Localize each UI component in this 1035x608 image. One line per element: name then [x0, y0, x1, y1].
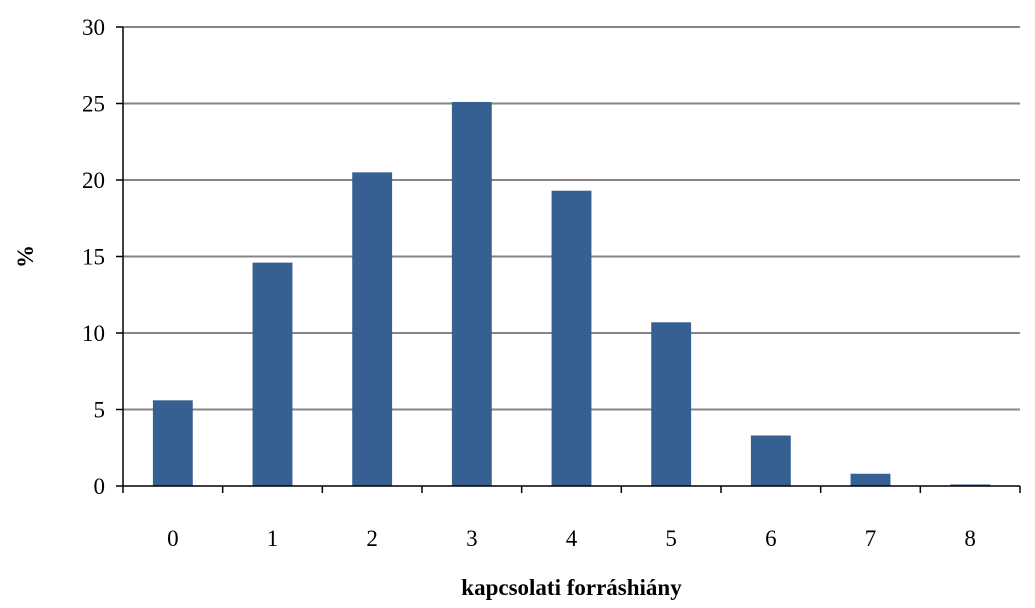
x-tick-label: 3 — [466, 526, 478, 551]
bars — [152, 101, 991, 486]
x-tick-label: 7 — [865, 526, 877, 551]
x-axis-title: kapcsolati forráshiány — [461, 575, 682, 600]
x-tick-label: 6 — [765, 526, 777, 551]
y-tick-label: 25 — [82, 92, 105, 117]
x-tick-label: 8 — [964, 526, 976, 551]
y-tick-labels: 0 5 10 15 20 25 30 — [82, 15, 105, 499]
y-tick-label: 20 — [82, 168, 105, 193]
y-axis-title: % — [13, 245, 38, 268]
x-tick-label: 4 — [566, 526, 578, 551]
bar — [651, 322, 692, 486]
bar — [352, 172, 393, 486]
bar — [252, 262, 293, 486]
x-tick-label: 0 — [167, 526, 179, 551]
x-tick-labels: 0 1 2 3 4 5 6 7 8 — [167, 526, 976, 551]
y-tick-label: 5 — [94, 398, 106, 423]
bar — [551, 190, 592, 486]
bar — [750, 435, 791, 486]
y-tick-label: 30 — [82, 15, 105, 40]
axes — [116, 26, 1021, 493]
bar — [950, 484, 991, 486]
bar — [451, 101, 492, 486]
x-tick-label: 1 — [267, 526, 279, 551]
x-tick-label: 5 — [665, 526, 677, 551]
bar — [850, 473, 891, 486]
y-tick-label: 0 — [94, 474, 106, 499]
bar — [152, 400, 193, 486]
y-tick-label: 15 — [82, 245, 105, 270]
y-tick-label: 10 — [82, 321, 105, 346]
x-tick-label: 2 — [366, 526, 378, 551]
